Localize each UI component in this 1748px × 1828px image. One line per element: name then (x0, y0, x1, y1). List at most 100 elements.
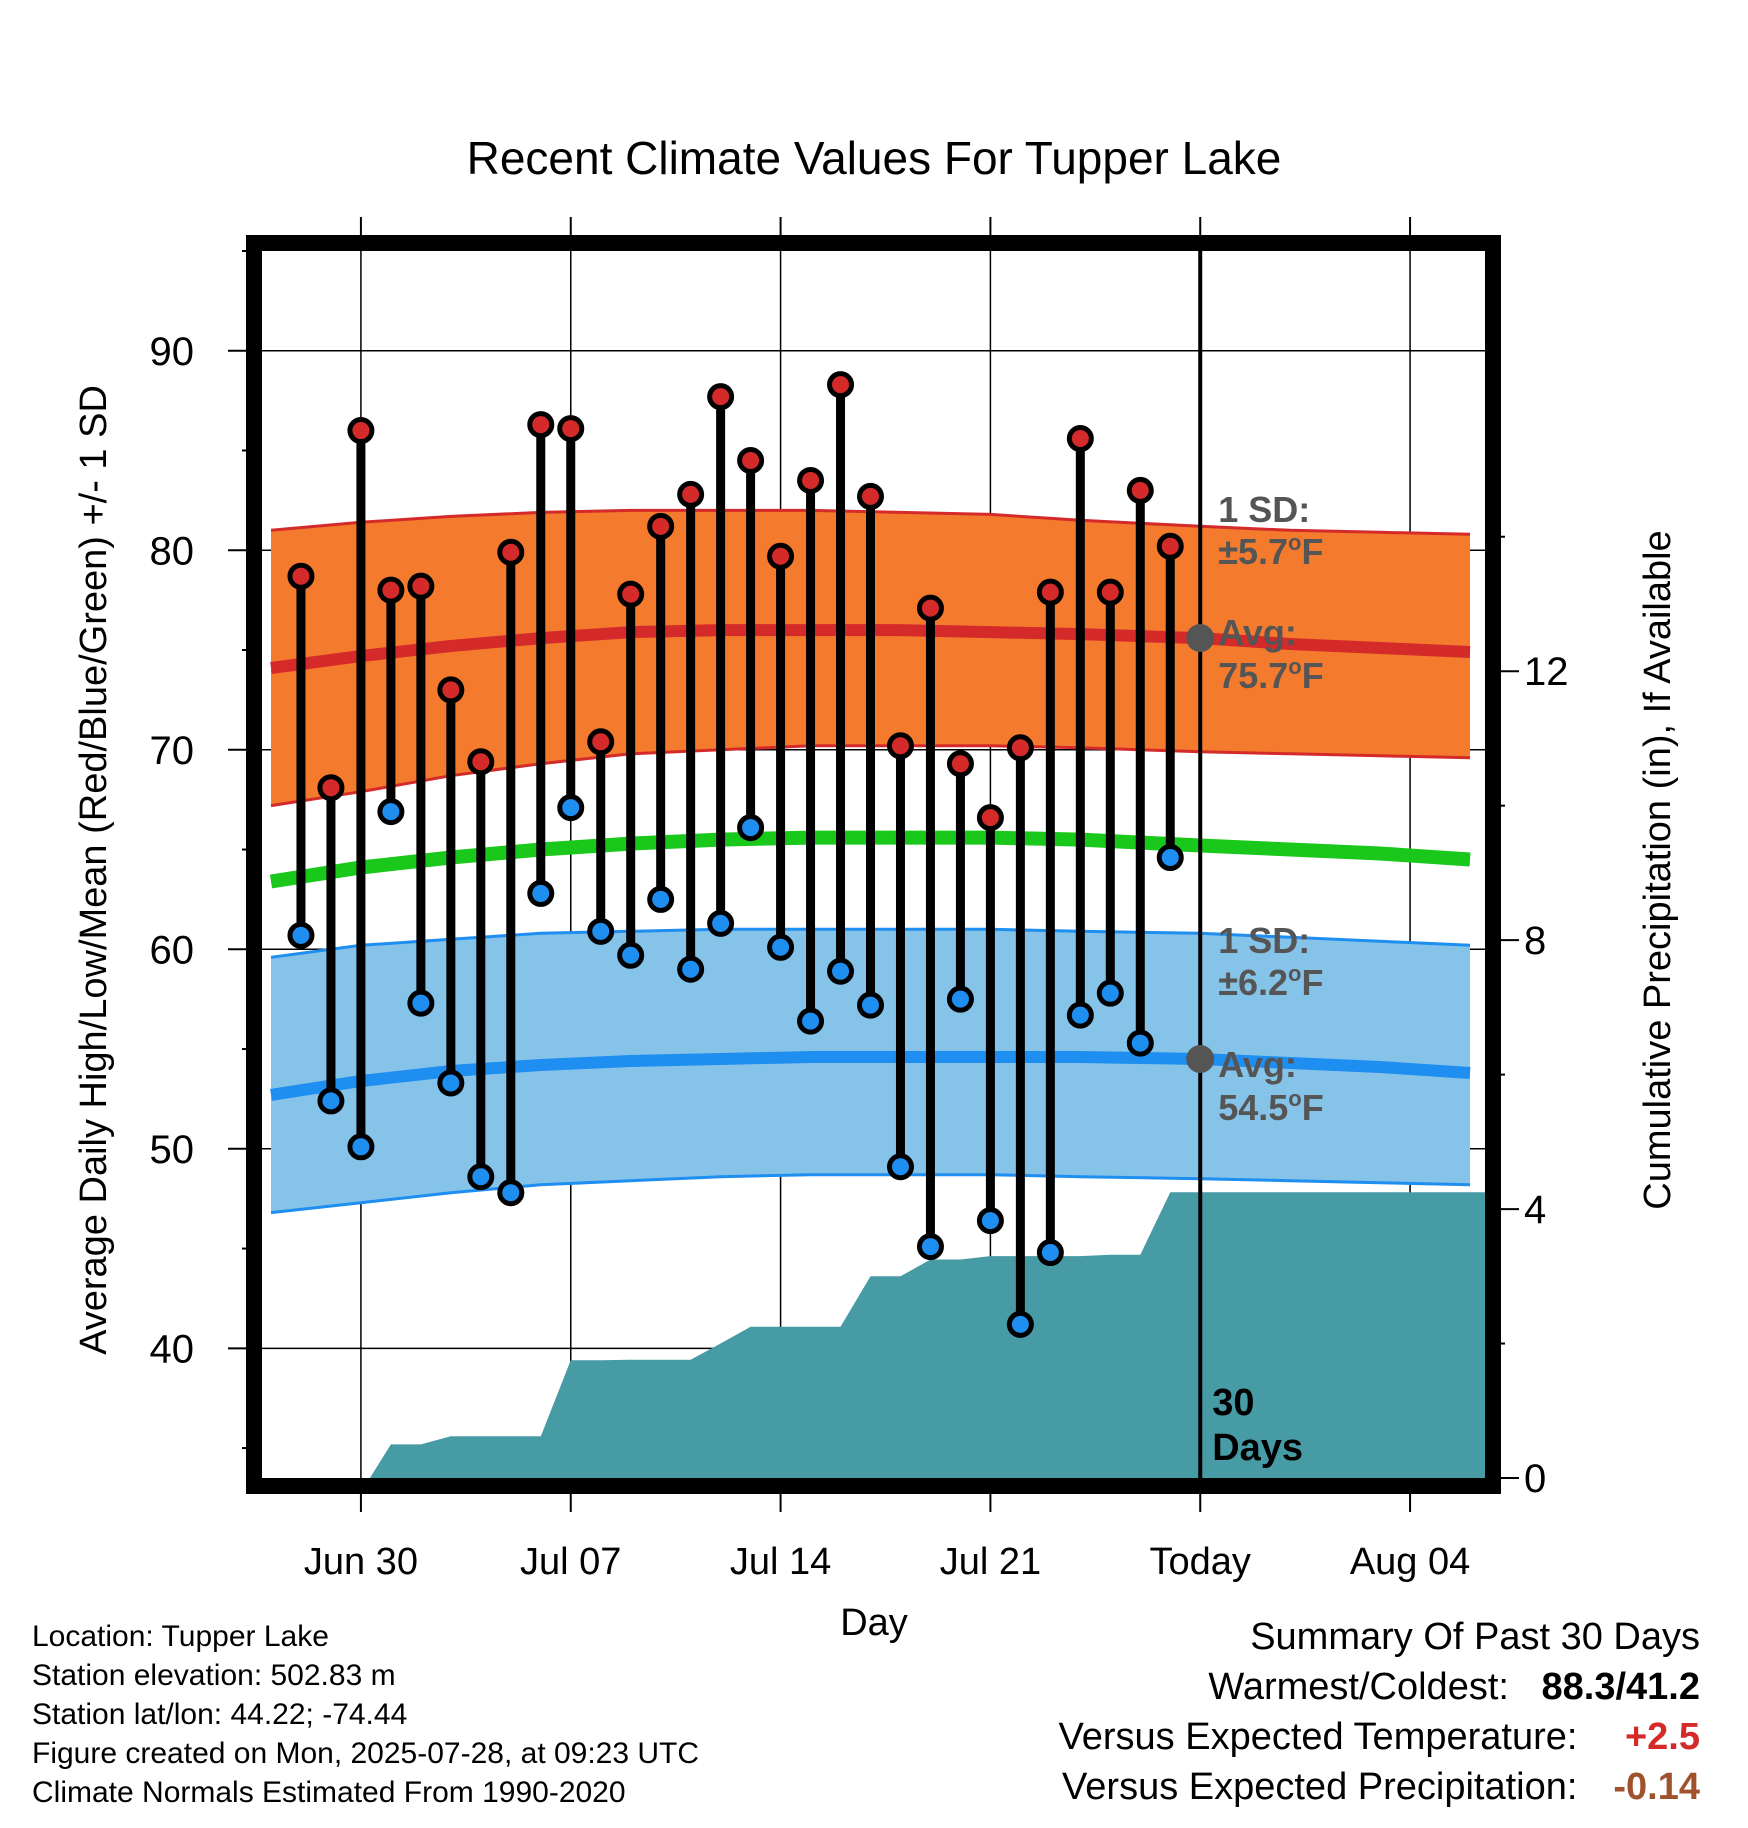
daily-low-point (557, 794, 585, 822)
today-label-days: Days (1212, 1427, 1303, 1469)
x-tick-label: Jun 30 (304, 1541, 418, 1583)
summary-precip-row: Versus Expected Precipitation: -0.14 (1062, 1766, 1700, 1809)
x-axis-label: Day (840, 1602, 908, 1644)
y-tick-label: 80 (150, 529, 195, 573)
footer-created: Figure created on Mon, 2025-07-28, at 09… (32, 1737, 700, 1770)
daily-high-point (1006, 734, 1034, 762)
daily-high-point (467, 748, 495, 776)
y-tick-label: 40 (150, 1327, 195, 1371)
summary-temp-label: Versus Expected Temperature: (1058, 1716, 1578, 1758)
daily-low-point (617, 941, 645, 969)
daily-high-point (797, 466, 825, 494)
footer-location: Location: Tupper Lake (32, 1620, 329, 1653)
footer-latlon: Station lat/lon: 44.22; -74.44 (32, 1698, 408, 1731)
precip-area (262, 1192, 1485, 1478)
x-tick-label: Today (1150, 1541, 1251, 1583)
normal-low-band (271, 929, 1470, 1213)
footer-normals: Climate Normals Estimated From 1990-2020 (32, 1776, 626, 1809)
high-sd-label: 1 SD: (1218, 489, 1310, 530)
daily-low-point (737, 814, 765, 842)
daily-high-point (1066, 425, 1094, 453)
daily-low-point (1156, 844, 1184, 872)
summary-warm-cold-label: Warmest/Coldest: (1208, 1666, 1509, 1708)
daily-high-point (527, 411, 555, 439)
x-tick-label: Jul 07 (520, 1541, 621, 1583)
daily-low-point (407, 989, 435, 1017)
chart-title: Recent Climate Values For Tupper Lake (467, 132, 1282, 184)
normal-high-avg-line (270, 624, 1471, 674)
daily-low-point (347, 1133, 375, 1161)
daily-high-point (407, 572, 435, 600)
today-low-avg-marker (1186, 1045, 1215, 1074)
normal-high-upper-line (270, 508, 1471, 536)
daily-low-point (287, 921, 315, 949)
daily-low-point (1036, 1239, 1064, 1267)
daily-high-point (377, 576, 405, 604)
daily-high-point (976, 804, 1004, 832)
daily-low-point (1066, 1001, 1094, 1029)
y-tick-label: 50 (150, 1128, 195, 1172)
daily-high-point (1096, 578, 1124, 606)
daily-low-point (647, 885, 675, 913)
daily-low-point (587, 917, 615, 945)
normal-low-lower-line (270, 1173, 1471, 1215)
summary-warm-cold-value: 88.3/41.2 (1541, 1666, 1700, 1708)
daily-low-point (377, 798, 405, 826)
daily-high-point (647, 512, 675, 540)
y-tick-label: 60 (150, 928, 195, 972)
plot-frame (246, 235, 1501, 1494)
y-axis-label-left: Average Daily High/Low/Mean (Red/Blue/Gr… (73, 385, 115, 1355)
y-right-tick-label: 4 (1524, 1188, 1546, 1232)
y-right-tick-label: 8 (1524, 919, 1546, 963)
daily-high-point (587, 728, 615, 756)
daily-low-point (677, 955, 705, 983)
high-avg-label: Avg: (1218, 612, 1297, 653)
low-avg-value: 54.5oF (1218, 1086, 1324, 1128)
daily-low-point (886, 1153, 914, 1181)
high-sd-value: ±5.7oF (1218, 530, 1323, 572)
x-tick-label: Jul 21 (940, 1541, 1041, 1583)
summary-title: Summary Of Past 30 Days (1250, 1616, 1700, 1658)
daily-high-point (317, 774, 345, 802)
y-right-tick-label: 12 (1524, 650, 1569, 694)
normal-high-lower-line (270, 744, 1471, 808)
daily-high-point (677, 480, 705, 508)
high-avg-value: 75.7oF (1218, 654, 1324, 696)
x-tick-label: Aug 04 (1350, 1541, 1470, 1583)
summary-precip-value: -0.14 (1613, 1766, 1700, 1808)
y-tick-label: 90 (150, 330, 195, 374)
daily-low-point (1006, 1310, 1034, 1338)
daily-low-point (707, 909, 735, 937)
daily-high-point (916, 594, 944, 622)
daily-high-point (617, 580, 645, 608)
today-high-avg-marker (1186, 624, 1215, 653)
daily-low-point (497, 1179, 525, 1207)
daily-low-point (916, 1233, 944, 1261)
x-tick-label: Jul 14 (730, 1541, 831, 1583)
daily-low-point (527, 879, 555, 907)
daily-low-point (797, 1007, 825, 1035)
y-axis-label-right: Cumulative Precipitation (in), If Availa… (1637, 530, 1679, 1209)
daily-high-point (886, 732, 914, 760)
summary-temp-value: +2.5 (1624, 1716, 1700, 1758)
daily-high-point (827, 371, 855, 399)
daily-high-point (857, 482, 885, 510)
daily-high-point (767, 542, 795, 570)
daily-low-point (946, 985, 974, 1013)
low-sd-value: ±6.2oF (1218, 961, 1323, 1003)
daily-low-point (467, 1163, 495, 1191)
y-tick-label: 70 (150, 729, 195, 773)
daily-high-point (497, 538, 525, 566)
summary-temp-row: Versus Expected Temperature: +2.5 (1059, 1716, 1700, 1759)
today-label-number: 30 (1212, 1382, 1254, 1424)
daily-high-point (557, 415, 585, 443)
daily-low-point (317, 1087, 345, 1115)
daily-high-point (1126, 476, 1154, 504)
daily-high-point (347, 417, 375, 445)
summary-warm-cold-row: Warmest/Coldest: 88.3/41.2 (1208, 1666, 1700, 1709)
daily-low-point (976, 1207, 1004, 1235)
y-right-tick-label: 0 (1524, 1457, 1546, 1501)
daily-high-point (287, 562, 315, 590)
